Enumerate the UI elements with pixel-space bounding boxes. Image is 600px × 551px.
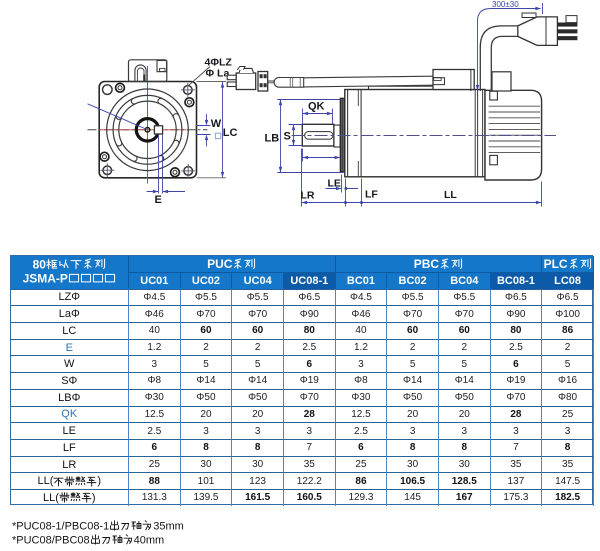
svg-text:LC: LC (223, 127, 238, 139)
svg-text:LR: LR (301, 190, 315, 202)
svg-text:LL: LL (444, 189, 457, 201)
svg-text:QK: QK (308, 101, 325, 113)
svg-text:E: E (155, 194, 162, 206)
svg-text:W: W (211, 118, 222, 130)
svg-text:LF: LF (365, 188, 378, 200)
svg-text:Φ La: Φ La (206, 68, 230, 80)
svg-text:4ΦLZ: 4ΦLZ (205, 57, 233, 69)
svg-text:LB: LB (265, 132, 280, 144)
svg-text:300±30: 300±30 (492, 0, 519, 9)
svg-text:LE: LE (328, 177, 341, 189)
svg-text:S: S (284, 130, 291, 142)
